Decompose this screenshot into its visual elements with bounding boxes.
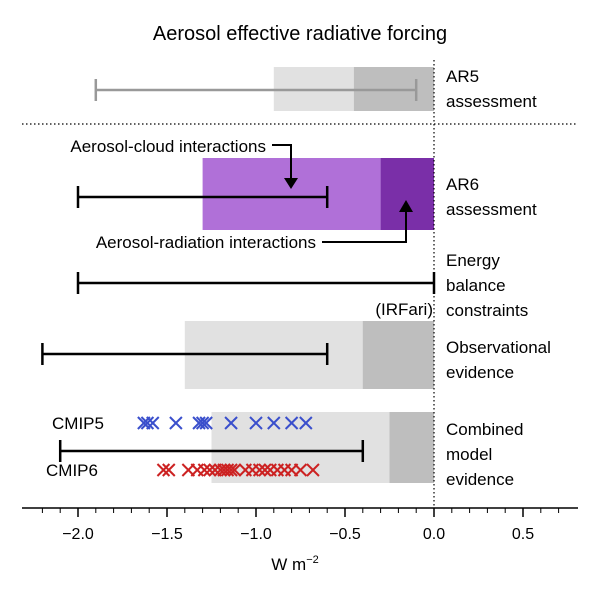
cmip5-marker-12 — [299, 416, 313, 430]
cmip6-marker-6-stroke-b — [203, 463, 217, 477]
markers-layer — [137, 416, 320, 477]
cmip5-marker-12-stroke-b — [299, 416, 313, 430]
cmip5-marker-3-stroke-b — [146, 416, 160, 430]
cmip5-marker-4 — [169, 416, 183, 430]
cmip6-marker-5 — [197, 463, 212, 477]
x-tick-label: −1.5 — [151, 526, 183, 543]
cmip6-label: CMIP6 — [46, 461, 98, 480]
x-tick-label: 0.5 — [512, 526, 534, 543]
cmip6-marker-2 — [162, 463, 176, 477]
cmip6-marker-21 — [293, 463, 308, 477]
ranges-layer — [41, 79, 436, 462]
cmip5-marker-9 — [249, 416, 263, 430]
ar6-ari-bar — [380, 158, 434, 230]
cmip6-marker-22 — [306, 463, 320, 477]
cmip6-marker-11 — [224, 463, 238, 477]
cmip6-marker-16 — [258, 463, 272, 477]
cmip5-marker-6-stroke-b — [195, 416, 210, 430]
x-tick-label: −1.0 — [240, 526, 272, 543]
cmip6-marker-12-stroke-b — [227, 463, 242, 477]
ari-annotation-arrow — [322, 210, 407, 243]
ar6-label-line-2: assessment — [446, 200, 537, 219]
x-tick-label: −0.5 — [329, 526, 361, 543]
annotations-layer: Aerosol-cloud interactions Aerosol-radiat… — [46, 137, 433, 480]
model-label-line-3: evidence — [446, 470, 514, 489]
cmip5-marker-10-stroke-b — [267, 416, 281, 430]
cmip6-marker-21-stroke-b — [293, 463, 308, 477]
cmip5-marker-4-stroke-b — [169, 416, 183, 430]
cmip5-marker-11 — [284, 416, 299, 430]
chart-title: Aerosol effective radiative forcing — [153, 23, 447, 45]
obs-label-line-2: evidence — [446, 363, 514, 382]
ari-annotation-arrowhead — [399, 200, 413, 212]
x-axis-label-exponent: −2 — [306, 554, 319, 566]
cmip5-marker-2-stroke-b — [140, 416, 155, 430]
cmip5-marker-7-stroke-b — [199, 416, 213, 430]
model-label-line-2: model — [446, 445, 492, 464]
cmip6-marker-2-stroke-b — [162, 463, 176, 477]
cmip5-marker-2 — [140, 416, 155, 430]
cmip5-marker-7 — [199, 416, 213, 430]
cmip5-marker-9-stroke-b — [249, 416, 263, 430]
cmip6-marker-6 — [203, 463, 217, 477]
model-label-line-1: Combined — [446, 420, 524, 439]
cmip6-marker-15-stroke-b — [252, 463, 267, 477]
cmip6-marker-22-stroke-b — [306, 463, 320, 477]
row-labels: AR5 assessment AR6 assessment Energy balance c… — [446, 67, 551, 489]
x-tick-label: 0.0 — [423, 526, 445, 543]
cmip6-marker-12 — [227, 463, 242, 477]
energy-label-line-1: Energy — [446, 251, 500, 270]
cmip6-marker-1 — [156, 463, 171, 477]
energy-label-line-3: constraints — [446, 301, 528, 320]
x-tick-label: −2.0 — [62, 526, 94, 543]
cmip5-label: CMIP5 — [52, 414, 104, 433]
cmip5-marker-10 — [267, 416, 281, 430]
cmip5-marker-3 — [146, 416, 160, 430]
model-component-bar — [389, 412, 434, 483]
cmip5-marker-11-stroke-b — [284, 416, 299, 430]
cmip6-marker-5-stroke-b — [197, 463, 212, 477]
ari-annotation-label: Aerosol-radiation interactions — [96, 233, 316, 252]
cmip6-marker-16-stroke-b — [258, 463, 272, 477]
obs-component-bar — [362, 321, 434, 389]
energy-label-line-2: balance — [446, 276, 506, 295]
ar5-label-line-2: assessment — [446, 92, 537, 111]
irfari-note: (IRFari) — [375, 300, 433, 319]
obs-label-line-1: Observational — [446, 338, 551, 357]
cmip6-marker-1-stroke-b — [156, 463, 171, 477]
x-axis-label-text: W m — [271, 555, 306, 574]
ar5-label-line-1: AR5 — [446, 67, 479, 86]
cmip5-marker-8-stroke-b — [224, 416, 238, 430]
cmip6-marker-15 — [252, 463, 267, 477]
ar6-label-line-1: AR6 — [446, 175, 479, 194]
aci-annotation-label: Aerosol-cloud interactions — [70, 137, 266, 156]
x-axis-label: W m−2 — [271, 554, 318, 574]
x-axis: −2.0 −1.5 −1.0 −0.5 0.0 0.5 — [22, 60, 578, 543]
cmip5-marker-8 — [224, 416, 238, 430]
cmip6-marker-11-stroke-b — [224, 463, 238, 477]
cmip5-marker-6 — [195, 416, 210, 430]
aci-annotation-arrowhead — [284, 178, 298, 189]
aci-annotation-arrow — [272, 144, 292, 180]
